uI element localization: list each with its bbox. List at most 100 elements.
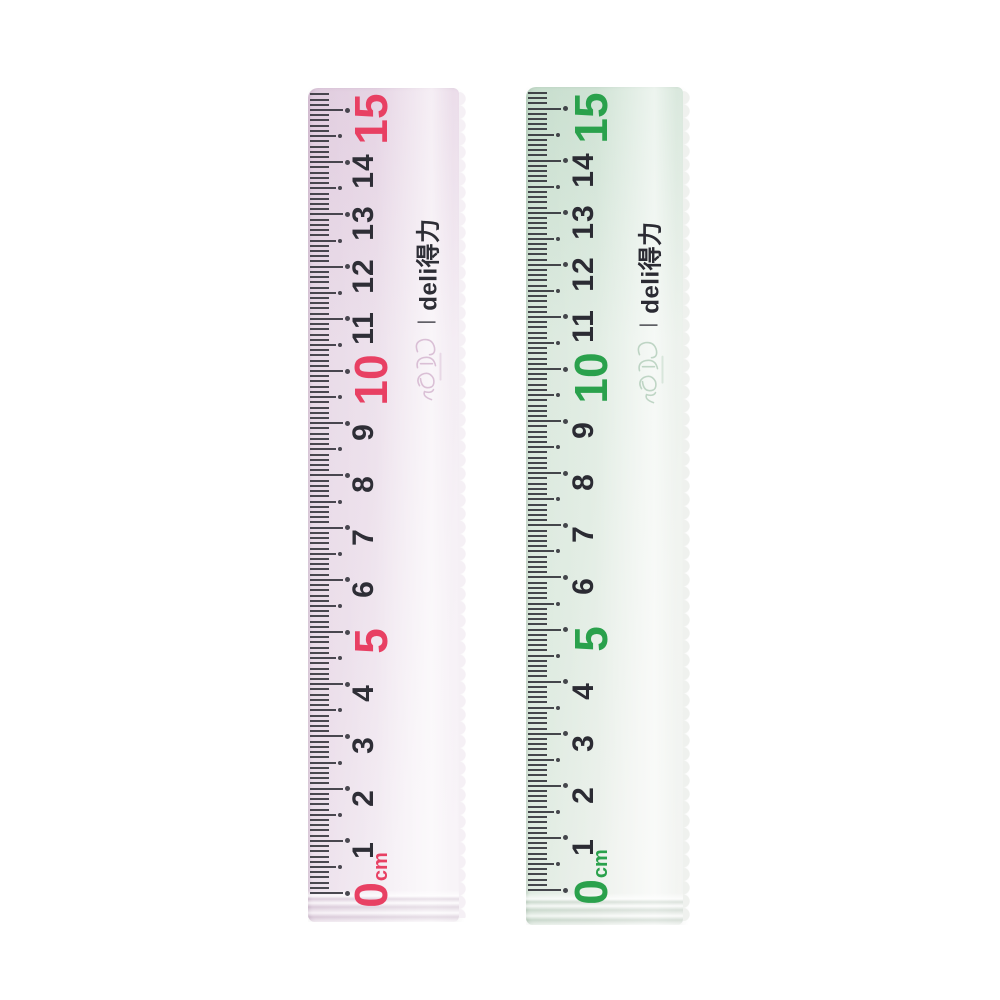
tick-mark	[310, 864, 342, 869]
tick-mark	[528, 180, 547, 183]
tick-mark	[528, 592, 547, 594]
tick-mark	[528, 670, 547, 673]
tick-mark	[310, 531, 329, 534]
tick-mark	[310, 603, 342, 608]
tick-mark	[310, 281, 329, 284]
tick-mark	[310, 375, 329, 378]
scale-number-10: 10	[345, 354, 397, 406]
tick-mark	[528, 232, 547, 235]
tick-mark	[528, 341, 560, 345]
tick-mark	[528, 288, 560, 293]
tick-mark	[310, 479, 329, 482]
tick-mark	[528, 373, 547, 376]
tick-mark	[528, 493, 547, 495]
tick-mark	[310, 542, 329, 545]
tick-mark	[528, 326, 547, 329]
tick-mark	[310, 834, 329, 837]
tick-mark	[528, 399, 547, 402]
tick-mark	[310, 156, 329, 158]
tick-mark	[528, 519, 547, 522]
tick-mark	[528, 774, 547, 777]
cm-tick-mark	[310, 525, 350, 531]
tick-mark	[310, 808, 329, 811]
cm-tick-mark	[528, 627, 568, 632]
tick-mark	[310, 860, 329, 863]
tick-mark	[310, 610, 329, 613]
tick-mark	[528, 378, 547, 381]
tick-mark	[310, 490, 329, 493]
tick-mark	[310, 499, 342, 504]
tick-mark	[528, 764, 547, 766]
tick-mark	[528, 461, 547, 464]
tick-mark	[310, 364, 329, 367]
scale-number-12: 12	[567, 256, 600, 292]
tick-mark	[310, 855, 329, 858]
tick-mark	[528, 743, 547, 746]
scale-number-4: 4	[567, 681, 600, 700]
tick-mark	[528, 404, 547, 407]
tick-mark	[310, 584, 329, 586]
scale-number-9: 9	[347, 423, 380, 442]
tick-mark	[310, 505, 329, 508]
tick-mark	[310, 238, 342, 243]
tick-mark	[310, 656, 342, 661]
tick-mark	[310, 871, 329, 874]
tick-mark	[528, 555, 547, 558]
tick-mark	[310, 270, 329, 273]
cm-tick-mark	[528, 522, 568, 528]
tick-mark	[310, 745, 329, 748]
tick-mark	[528, 175, 547, 178]
tick-mark	[310, 124, 329, 127]
tick-mark	[310, 218, 329, 221]
scale-number-6: 6	[347, 579, 380, 598]
tick-mark	[310, 798, 329, 800]
tick-mark	[528, 649, 547, 652]
tick-mark	[310, 876, 329, 879]
tick-mark	[528, 601, 560, 606]
tick-mark	[310, 756, 329, 759]
tick-mark	[528, 607, 547, 610]
tick-mark	[310, 751, 329, 754]
tick-mark	[528, 196, 547, 199]
tick-mark	[310, 766, 329, 769]
tick-mark	[528, 534, 547, 537]
tick-mark	[310, 510, 329, 513]
tick-mark	[528, 123, 547, 126]
cm-tick-mark	[528, 783, 568, 789]
ruler-body	[308, 88, 459, 922]
brand-block: | deli得力	[409, 218, 444, 403]
tick-mark	[310, 98, 329, 101]
tick-mark	[310, 390, 329, 393]
tick-mark	[528, 117, 547, 120]
tick-mark	[310, 537, 329, 539]
tick-mark	[310, 551, 342, 556]
tick-mark	[528, 539, 547, 542]
tick-mark	[528, 757, 560, 762]
tick-mark	[310, 114, 329, 117]
tick-mark	[310, 698, 329, 701]
tick-mark	[310, 134, 342, 139]
tick-mark	[310, 886, 329, 889]
scale-number-5: 5	[345, 628, 397, 654]
tick-mark	[528, 545, 547, 548]
tick-mark	[528, 623, 547, 626]
tick-mark	[310, 171, 329, 174]
cm-tick-mark	[528, 887, 568, 893]
tick-mark	[528, 560, 547, 563]
tick-mark	[528, 295, 547, 298]
tick-mark	[310, 636, 329, 639]
tick-mark	[310, 573, 329, 576]
scale-number-14: 14	[347, 153, 380, 189]
tick-mark	[310, 359, 329, 362]
scalloped-edge	[683, 91, 692, 921]
scale-number-11: 11	[567, 309, 600, 343]
scale-number-15: 15	[345, 93, 397, 145]
cm-tick-mark	[528, 106, 568, 111]
tick-mark	[528, 675, 547, 678]
cm-tick-mark	[310, 420, 350, 426]
tick-mark	[310, 406, 329, 409]
tick-mark	[528, 362, 547, 365]
tick-mark	[528, 748, 547, 751]
tick-mark	[528, 190, 547, 193]
